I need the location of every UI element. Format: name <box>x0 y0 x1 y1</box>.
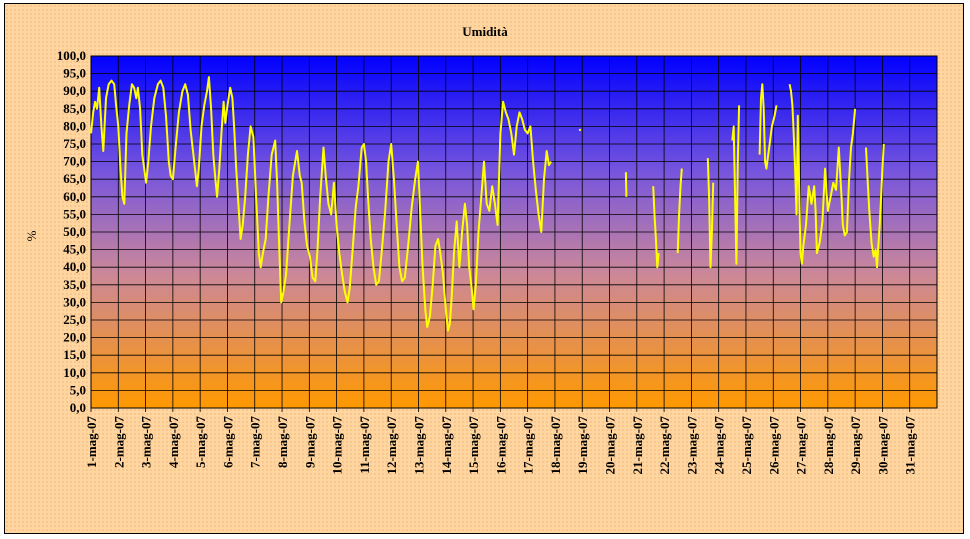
x-tick-label: 22-mag-07 <box>657 416 672 475</box>
x-tick-label: 13-mag-07 <box>411 416 426 475</box>
y-tick-label: 10,0 <box>63 365 86 380</box>
series-line-segment <box>706 158 715 269</box>
y-tick-label: 30,0 <box>63 294 86 309</box>
y-tick-label: 25,0 <box>63 312 86 327</box>
y-tick-label: 60,0 <box>63 189 86 204</box>
x-tick-label: 30-mag-07 <box>875 416 890 475</box>
series-line-segment <box>865 143 885 269</box>
x-tick-label: 23-mag-07 <box>684 416 699 475</box>
y-tick-label: 70,0 <box>63 154 86 169</box>
y-tick-label: 80,0 <box>63 118 86 133</box>
x-tick-label: 6-mag-07 <box>220 416 235 468</box>
x-tick-label: 5-mag-07 <box>193 416 208 468</box>
y-tick-label: 15,0 <box>63 347 86 362</box>
series-line-segment <box>676 168 683 254</box>
y-axis-label: % <box>24 230 39 241</box>
y-tick-label: 50,0 <box>63 224 86 239</box>
x-tick-label: 3-mag-07 <box>139 416 154 468</box>
x-tick-label: 7-mag-07 <box>248 416 263 468</box>
x-tick-label: 10-mag-07 <box>330 416 345 475</box>
y-tick-label: 20,0 <box>63 330 86 345</box>
y-tick-label: 5,0 <box>70 382 86 397</box>
x-tick-label: 15-mag-07 <box>466 416 481 475</box>
y-tick-label: 95,0 <box>63 66 86 81</box>
x-tick-label: 28-mag-07 <box>821 416 836 475</box>
x-tick-label: 1-mag-07 <box>84 416 99 468</box>
x-tick-label: 19-mag-07 <box>575 416 590 475</box>
x-tick-label: 25-mag-07 <box>739 416 754 475</box>
chart-frame: Umidità % 0,0 5,0 10,0 15,0 20,0 25,0 30,0 35,0… <box>4 3 964 534</box>
x-tick-label: 20-mag-07 <box>603 416 618 475</box>
x-tick-label: 18-mag-07 <box>548 416 563 475</box>
x-tick-label: 31-mag-07 <box>903 416 918 475</box>
x-tick-label: 26-mag-07 <box>766 416 781 475</box>
y-tick-label: 90,0 <box>63 83 86 98</box>
x-tick-label: 2-mag-07 <box>111 416 126 468</box>
x-tick-label: 17-mag-07 <box>521 416 536 475</box>
y-tick-label: 75,0 <box>63 136 86 151</box>
series-line-segment <box>758 83 778 170</box>
x-tick-label: 16-mag-07 <box>493 416 508 475</box>
x-tick-label: 24-mag-07 <box>712 416 727 475</box>
y-tick-label: 55,0 <box>63 206 86 221</box>
x-tick-label: 9-mag-07 <box>302 416 317 468</box>
x-tick-label: 8-mag-07 <box>275 416 290 468</box>
series-line-segment <box>624 172 628 197</box>
x-tick-label: 29-mag-07 <box>848 416 863 475</box>
series-line-segment <box>788 84 857 265</box>
x-tick-label: 14-mag-07 <box>439 416 454 475</box>
x-tick-label: 12-mag-07 <box>384 416 399 475</box>
x-ticks: 1-mag-07 2-mag-07 3-mag-07 4-mag-07 5-mag-07… <box>84 416 918 475</box>
y-tick-label: 35,0 <box>63 277 86 292</box>
y-ticks: 0,0 5,0 10,0 15,0 20,0 25,0 30,0 35,0 40,0 45,0 50… <box>57 48 86 415</box>
grid-layer <box>90 55 938 412</box>
series-line-segment <box>652 186 660 269</box>
chart-svg: Umidità % 0,0 5,0 10,0 15,0 20,0 25,0 30,0 35,0… <box>24 24 938 475</box>
x-tick-label: 27-mag-07 <box>794 416 809 475</box>
y-tick-label: 45,0 <box>63 242 86 257</box>
y-tick-label: 85,0 <box>63 101 86 116</box>
x-tick-label: 21-mag-07 <box>630 416 645 475</box>
series-line-segment <box>90 76 552 332</box>
chart-title: Umidità <box>462 24 508 39</box>
series-point <box>578 128 582 132</box>
y-tick-label: 40,0 <box>63 259 86 274</box>
series-line-segment <box>731 105 741 265</box>
y-tick-label: 100,0 <box>57 48 86 63</box>
x-tick-label: 4-mag-07 <box>166 416 181 468</box>
series-layer <box>90 76 885 332</box>
y-tick-label: 65,0 <box>63 171 86 186</box>
x-tick-label: 11-mag-07 <box>357 416 372 474</box>
y-tick-label: 0,0 <box>70 400 86 415</box>
